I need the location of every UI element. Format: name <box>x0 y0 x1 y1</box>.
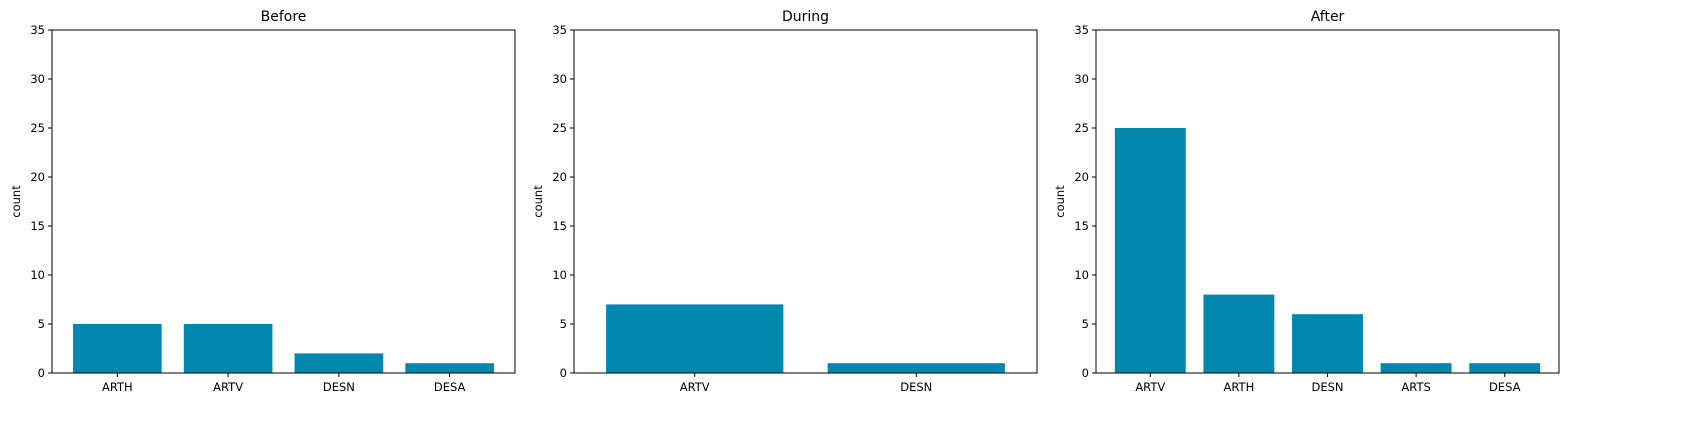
x-tick-label: ARTV <box>1135 380 1165 394</box>
y-tick-label: 25 <box>552 121 567 135</box>
y-tick-label: 10 <box>552 268 567 282</box>
x-tick-label: DESN <box>323 380 355 394</box>
y-tick-label: 10 <box>1074 268 1089 282</box>
y-tick-label: 5 <box>1082 317 1089 331</box>
y-tick-label: 30 <box>1074 72 1089 86</box>
y-tick-label: 20 <box>1074 170 1089 184</box>
bar-arth <box>1203 294 1275 373</box>
y-tick-label: 20 <box>552 170 567 184</box>
y-tick-label: 15 <box>1074 219 1089 233</box>
bar-desn <box>827 363 1005 373</box>
y-axis-label: count <box>1053 185 1067 218</box>
chart-panel-0: 0 5 10 15 20 25 30 35 ARTH ARTV DESN DESA Before coun… <box>9 9 516 394</box>
y-axis-label: count <box>9 185 23 218</box>
axes-frame <box>573 29 1038 374</box>
x-tick-label: ARTH <box>102 380 133 394</box>
y-tick-label: 10 <box>30 268 45 282</box>
y-tick-label: 35 <box>30 23 45 37</box>
x-tick-label: ARTV <box>680 380 710 394</box>
y-axis-label: count <box>531 185 545 218</box>
y-tick-label: 35 <box>1074 23 1089 37</box>
y-tick-label: 5 <box>38 317 45 331</box>
bar-desn <box>294 353 384 373</box>
y-tick-label: 0 <box>560 366 567 380</box>
y-tick-label: 5 <box>560 317 567 331</box>
bar-desn <box>1292 314 1363 373</box>
chart-title: Before <box>261 9 307 25</box>
axes-frame <box>51 29 516 374</box>
bar-artv <box>1114 128 1186 373</box>
bar-arts <box>1380 363 1452 373</box>
y-tick-label: 30 <box>552 72 567 86</box>
chart-panel-1: 0 5 10 15 20 25 30 35 ARTV DESN During count <box>531 9 1038 394</box>
y-tick-label: 20 <box>30 170 45 184</box>
chart-panel-2: 0 5 10 15 20 25 30 35 ARTV ARTH DESN ARTS DESA After c… <box>1053 9 1560 394</box>
x-tick-label: DESA <box>434 380 466 394</box>
chart-title: During <box>782 9 829 25</box>
y-tick-label: 25 <box>1074 121 1089 135</box>
x-tick-label: ARTV <box>213 380 243 394</box>
chart-title: After <box>1311 9 1345 25</box>
y-tick-label: 15 <box>30 219 45 233</box>
y-tick-label: 35 <box>552 23 567 37</box>
y-tick-label: 30 <box>30 72 45 86</box>
x-tick-label: DESA <box>1489 380 1521 394</box>
bar-arth <box>73 324 162 373</box>
bar-desa <box>405 363 494 373</box>
y-tick-label: 15 <box>552 219 567 233</box>
bar-artv <box>183 324 273 373</box>
y-tick-label: 0 <box>1082 366 1089 380</box>
y-tick-label: 0 <box>38 366 45 380</box>
y-tick-label: 25 <box>30 121 45 135</box>
x-tick-label: ARTH <box>1224 380 1255 394</box>
bar-desa <box>1469 363 1541 373</box>
x-tick-label: DESN <box>1311 380 1343 394</box>
x-tick-label: DESN <box>900 380 932 394</box>
bar-artv <box>606 304 784 373</box>
x-tick-label: ARTS <box>1401 380 1430 394</box>
